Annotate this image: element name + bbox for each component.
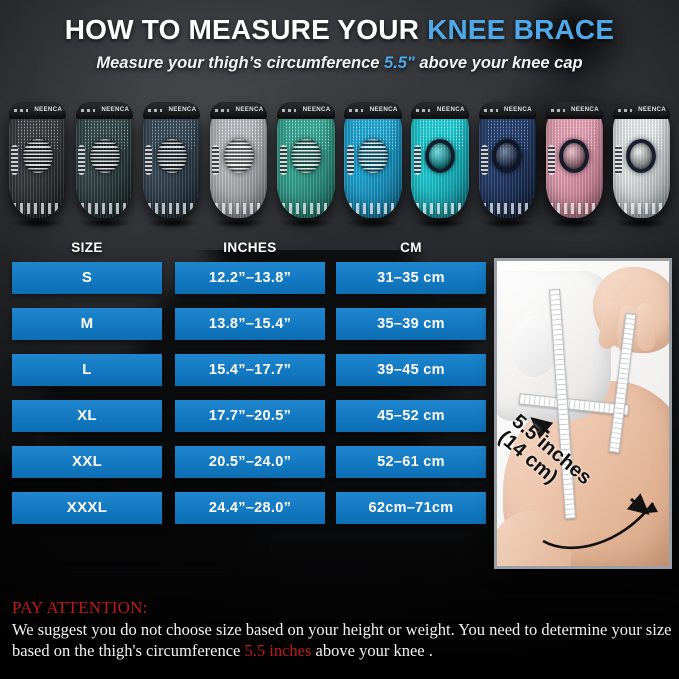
brand-logo: NEENCA [638,106,667,113]
product-top-band: NEENCA [75,102,134,119]
cell-size: XXL [12,446,162,478]
attention-note: PAY ATTENTION: We suggest you do not cho… [12,598,672,662]
subtitle-pre: Measure your thigh’s circumference [96,54,385,72]
brand-logo: NEENCA [168,106,197,113]
measurement-photo: 5.5 inches (14 cm) [494,258,672,569]
product-top-band: NEENCA [612,102,671,119]
product-top-band: NEENCA [210,102,268,119]
note-measurement: 5.5 inches [244,641,312,661]
cell-cm: 39–45 cm [336,354,486,386]
table-row: L 15.4”–17.7” 39–45 cm [12,354,486,386]
product-top-band: NEENCA [411,102,469,119]
product-white-black-brace: NEENCA [609,102,674,228]
cell-size: L [12,354,162,386]
product-turquoise-hinge-brace: NEENCA [408,102,473,228]
double-arrow-icon [519,407,669,527]
cell-size: S [12,262,162,294]
size-chart-table: SIZE INCHES CM S 12.2”–13.8” 31–35 cm M 13.8… [12,240,486,538]
table-header-row: SIZE INCHES CM [12,240,486,262]
product-top-band: NEENCA [143,102,201,119]
cell-inches: 20.5”–24.0” [175,446,325,478]
attention-label: PAY ATTENTION: [12,598,148,617]
cell-size: XL [12,400,162,432]
note-text-pre: We suggest you do not choose size based … [12,620,672,661]
product-cyan-blue-brace: NEENCA [340,102,405,228]
product-dark-teal-brace: NEENCA [72,102,137,228]
cell-cm: 35–39 cm [336,308,486,340]
cell-cm: 45–52 cm [336,400,486,432]
attention-body: We suggest you do not choose size based … [12,619,672,662]
product-top-band: NEENCA [545,102,603,119]
product-light-gray-brace: NEENCA [206,102,271,228]
brand-logo: NEENCA [302,106,331,113]
product-top-band: NEENCA [277,102,335,119]
note-text-post: above your knee . [311,641,433,661]
cell-inches: 15.4”–17.7” [175,354,325,386]
cell-inches: 13.8”–15.4” [175,308,325,340]
product-top-band: NEENCA [344,102,402,119]
table-row: XXXL 24.4”–28.0” 62cm–71cm [12,492,486,524]
column-header-inches: INCHES [223,240,277,255]
table-row: XL 17.7”–20.5” 45–52 cm [12,400,486,432]
product-pink-brace: NEENCA [542,102,607,228]
table-row: M 13.8”–15.4” 35–39 cm [12,308,486,340]
product-black-gray-brace: NEENCA [5,102,70,228]
brand-logo: NEENCA [571,106,599,113]
cell-size: M [12,308,162,340]
cell-cm: 31–35 cm [336,262,486,294]
column-header-cm: CM [400,240,422,255]
subtitle-post: above your knee cap [414,54,583,72]
product-teal-green-brace: NEENCA [273,102,338,228]
cell-inches: 17.7”–20.5” [175,400,325,432]
cell-cm: 52–61 cm [336,446,486,478]
brand-logo: NEENCA [235,106,264,113]
subtitle-measurement: 5.5" [384,54,415,72]
product-top-band: NEENCA [478,102,536,119]
brand-logo: NEENCA [436,106,465,113]
cell-cm: 62cm–71cm [336,492,486,524]
table-body: S 12.2”–13.8” 31–35 cm M 13.8”–15.4” 35–39 cm… [12,262,486,524]
page-subtitle: Measure your thigh’s circumference 5.5" … [0,54,679,73]
product-blue-gray-brace: NEENCA [139,102,204,228]
header: HOW TO MEASURE YOUR KNEE BRACE Measure y… [0,14,679,73]
product-lineup: NEENCA NEENCA NEENCA NEENCA NEENCA NEENCA NEEN… [0,96,679,228]
table-row: XXL 20.5”–24.0” 52–61 cm [12,446,486,478]
brand-logo: NEENCA [101,106,130,113]
brand-logo: NEENCA [369,106,398,113]
brand-logo: NEENCA [503,106,532,113]
circumference-arc-icon [537,479,667,564]
page-title-main: HOW TO MEASURE YOUR [64,14,428,45]
column-header-size: SIZE [71,240,103,255]
finger-illustration [635,302,656,352]
cell-inches: 24.4”–28.0” [175,492,325,524]
page-title: HOW TO MEASURE YOUR KNEE BRACE [0,14,679,46]
product-top-band: NEENCA [8,102,67,119]
product-navy-blue-brace: NEENCA [475,102,540,228]
table-row: S 12.2”–13.8” 31–35 cm [12,262,486,294]
page-title-accent: KNEE BRACE [427,14,615,45]
cell-size: XXXL [12,492,162,524]
brand-logo: NEENCA [34,106,63,113]
cell-inches: 12.2”–13.8” [175,262,325,294]
